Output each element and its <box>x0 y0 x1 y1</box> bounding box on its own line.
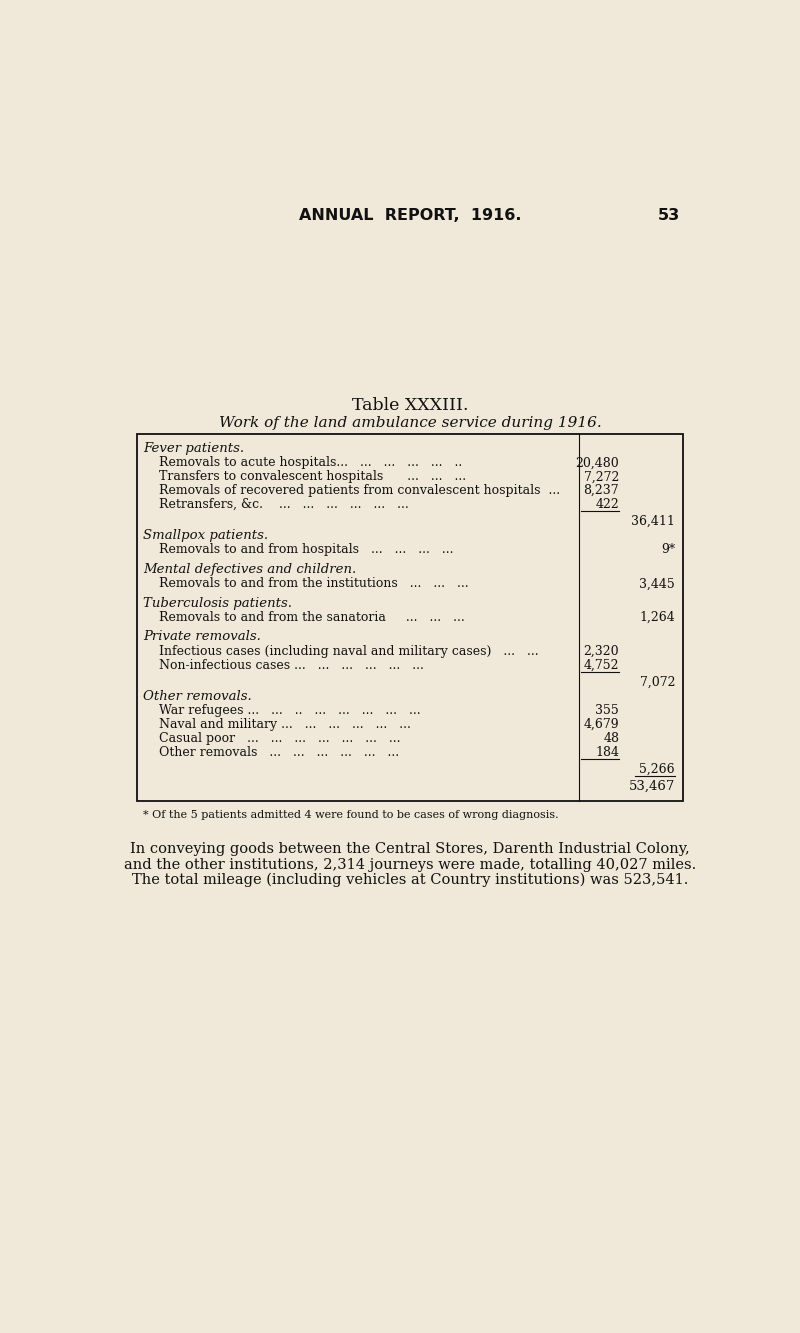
Text: Removals to and from the institutions   ...   ...   ...: Removals to and from the institutions ..… <box>159 577 469 591</box>
Text: Other removals   ...   ...   ...   ...   ...   ...: Other removals ... ... ... ... ... ... <box>159 746 399 758</box>
Text: Removals of recovered patients from convalescent hospitals  ...: Removals of recovered patients from conv… <box>159 484 560 497</box>
Text: 5,266: 5,266 <box>639 762 675 776</box>
Text: 1,264: 1,264 <box>639 611 675 624</box>
Text: 36,411: 36,411 <box>631 515 675 528</box>
Text: 4,752: 4,752 <box>584 659 619 672</box>
Text: Removals to and from the sanatoria     ...   ...   ...: Removals to and from the sanatoria ... .… <box>159 611 465 624</box>
Text: Smallpox patients.: Smallpox patients. <box>143 529 269 541</box>
Text: Casual poor   ...   ...   ...   ...   ...   ...   ...: Casual poor ... ... ... ... ... ... ... <box>159 732 400 745</box>
Text: 422: 422 <box>595 499 619 511</box>
Text: 7,272: 7,272 <box>584 471 619 484</box>
Text: 8,237: 8,237 <box>584 484 619 497</box>
Text: Other removals.: Other removals. <box>143 689 252 702</box>
Text: Naval and military ...   ...   ...   ...   ...   ...: Naval and military ... ... ... ... ... .… <box>159 718 410 732</box>
Text: 3,445: 3,445 <box>639 577 675 591</box>
Text: Removals to and from hospitals   ...   ...   ...   ...: Removals to and from hospitals ... ... .… <box>159 544 454 556</box>
Text: Work of the land ambulance service during 1916.: Work of the land ambulance service durin… <box>218 416 602 429</box>
Text: * Of the 5 patients admitted 4 were found to be cases of wrong diagnosis.: * Of the 5 patients admitted 4 were foun… <box>142 810 558 820</box>
Text: War refugees ...   ...   ..   ...   ...   ...   ...   ...: War refugees ... ... .. ... ... ... ... … <box>159 704 421 717</box>
Text: Tuberculosis patients.: Tuberculosis patients. <box>143 597 293 609</box>
Text: 53,467: 53,467 <box>629 780 675 793</box>
Text: 4,679: 4,679 <box>584 718 619 732</box>
Text: Transfers to convalescent hospitals      ...   ...   ...: Transfers to convalescent hospitals ... … <box>159 471 466 484</box>
Text: Infectious cases (including naval and military cases)   ...   ...: Infectious cases (including naval and mi… <box>159 645 538 659</box>
Text: ANNUAL  REPORT,  1916.: ANNUAL REPORT, 1916. <box>298 208 522 223</box>
Text: In conveying goods between the Central Stores, Darenth Industrial Colony,: In conveying goods between the Central S… <box>130 842 690 856</box>
Text: Non-infectious cases ...   ...   ...   ...   ...   ...: Non-infectious cases ... ... ... ... ...… <box>159 659 424 672</box>
Text: 355: 355 <box>595 704 619 717</box>
Text: and the other institutions, 2,314 journeys were made, totalling 40,027 miles.: and the other institutions, 2,314 journe… <box>124 857 696 872</box>
Text: 48: 48 <box>603 732 619 745</box>
Text: Table XXXIII.: Table XXXIII. <box>352 397 468 415</box>
Bar <box>138 435 682 801</box>
Text: Retransfers, &c.    ...   ...   ...   ...   ...   ...: Retransfers, &c. ... ... ... ... ... ... <box>159 499 409 511</box>
Text: Private removals.: Private removals. <box>143 631 262 644</box>
Text: 9*: 9* <box>661 544 675 556</box>
Text: Fever patients.: Fever patients. <box>143 441 245 455</box>
Text: The total mileage (including vehicles at Country institutions) was 523,541.: The total mileage (including vehicles at… <box>132 873 688 888</box>
Text: 20,480: 20,480 <box>575 456 619 469</box>
Text: 2,320: 2,320 <box>584 645 619 659</box>
Text: 53: 53 <box>658 208 680 223</box>
Text: Mental defectives and children.: Mental defectives and children. <box>143 563 357 576</box>
Text: 7,072: 7,072 <box>639 676 675 689</box>
Text: Removals to acute hospitals...   ...   ...   ...   ...   ..: Removals to acute hospitals... ... ... .… <box>159 456 462 469</box>
Text: 184: 184 <box>595 746 619 758</box>
